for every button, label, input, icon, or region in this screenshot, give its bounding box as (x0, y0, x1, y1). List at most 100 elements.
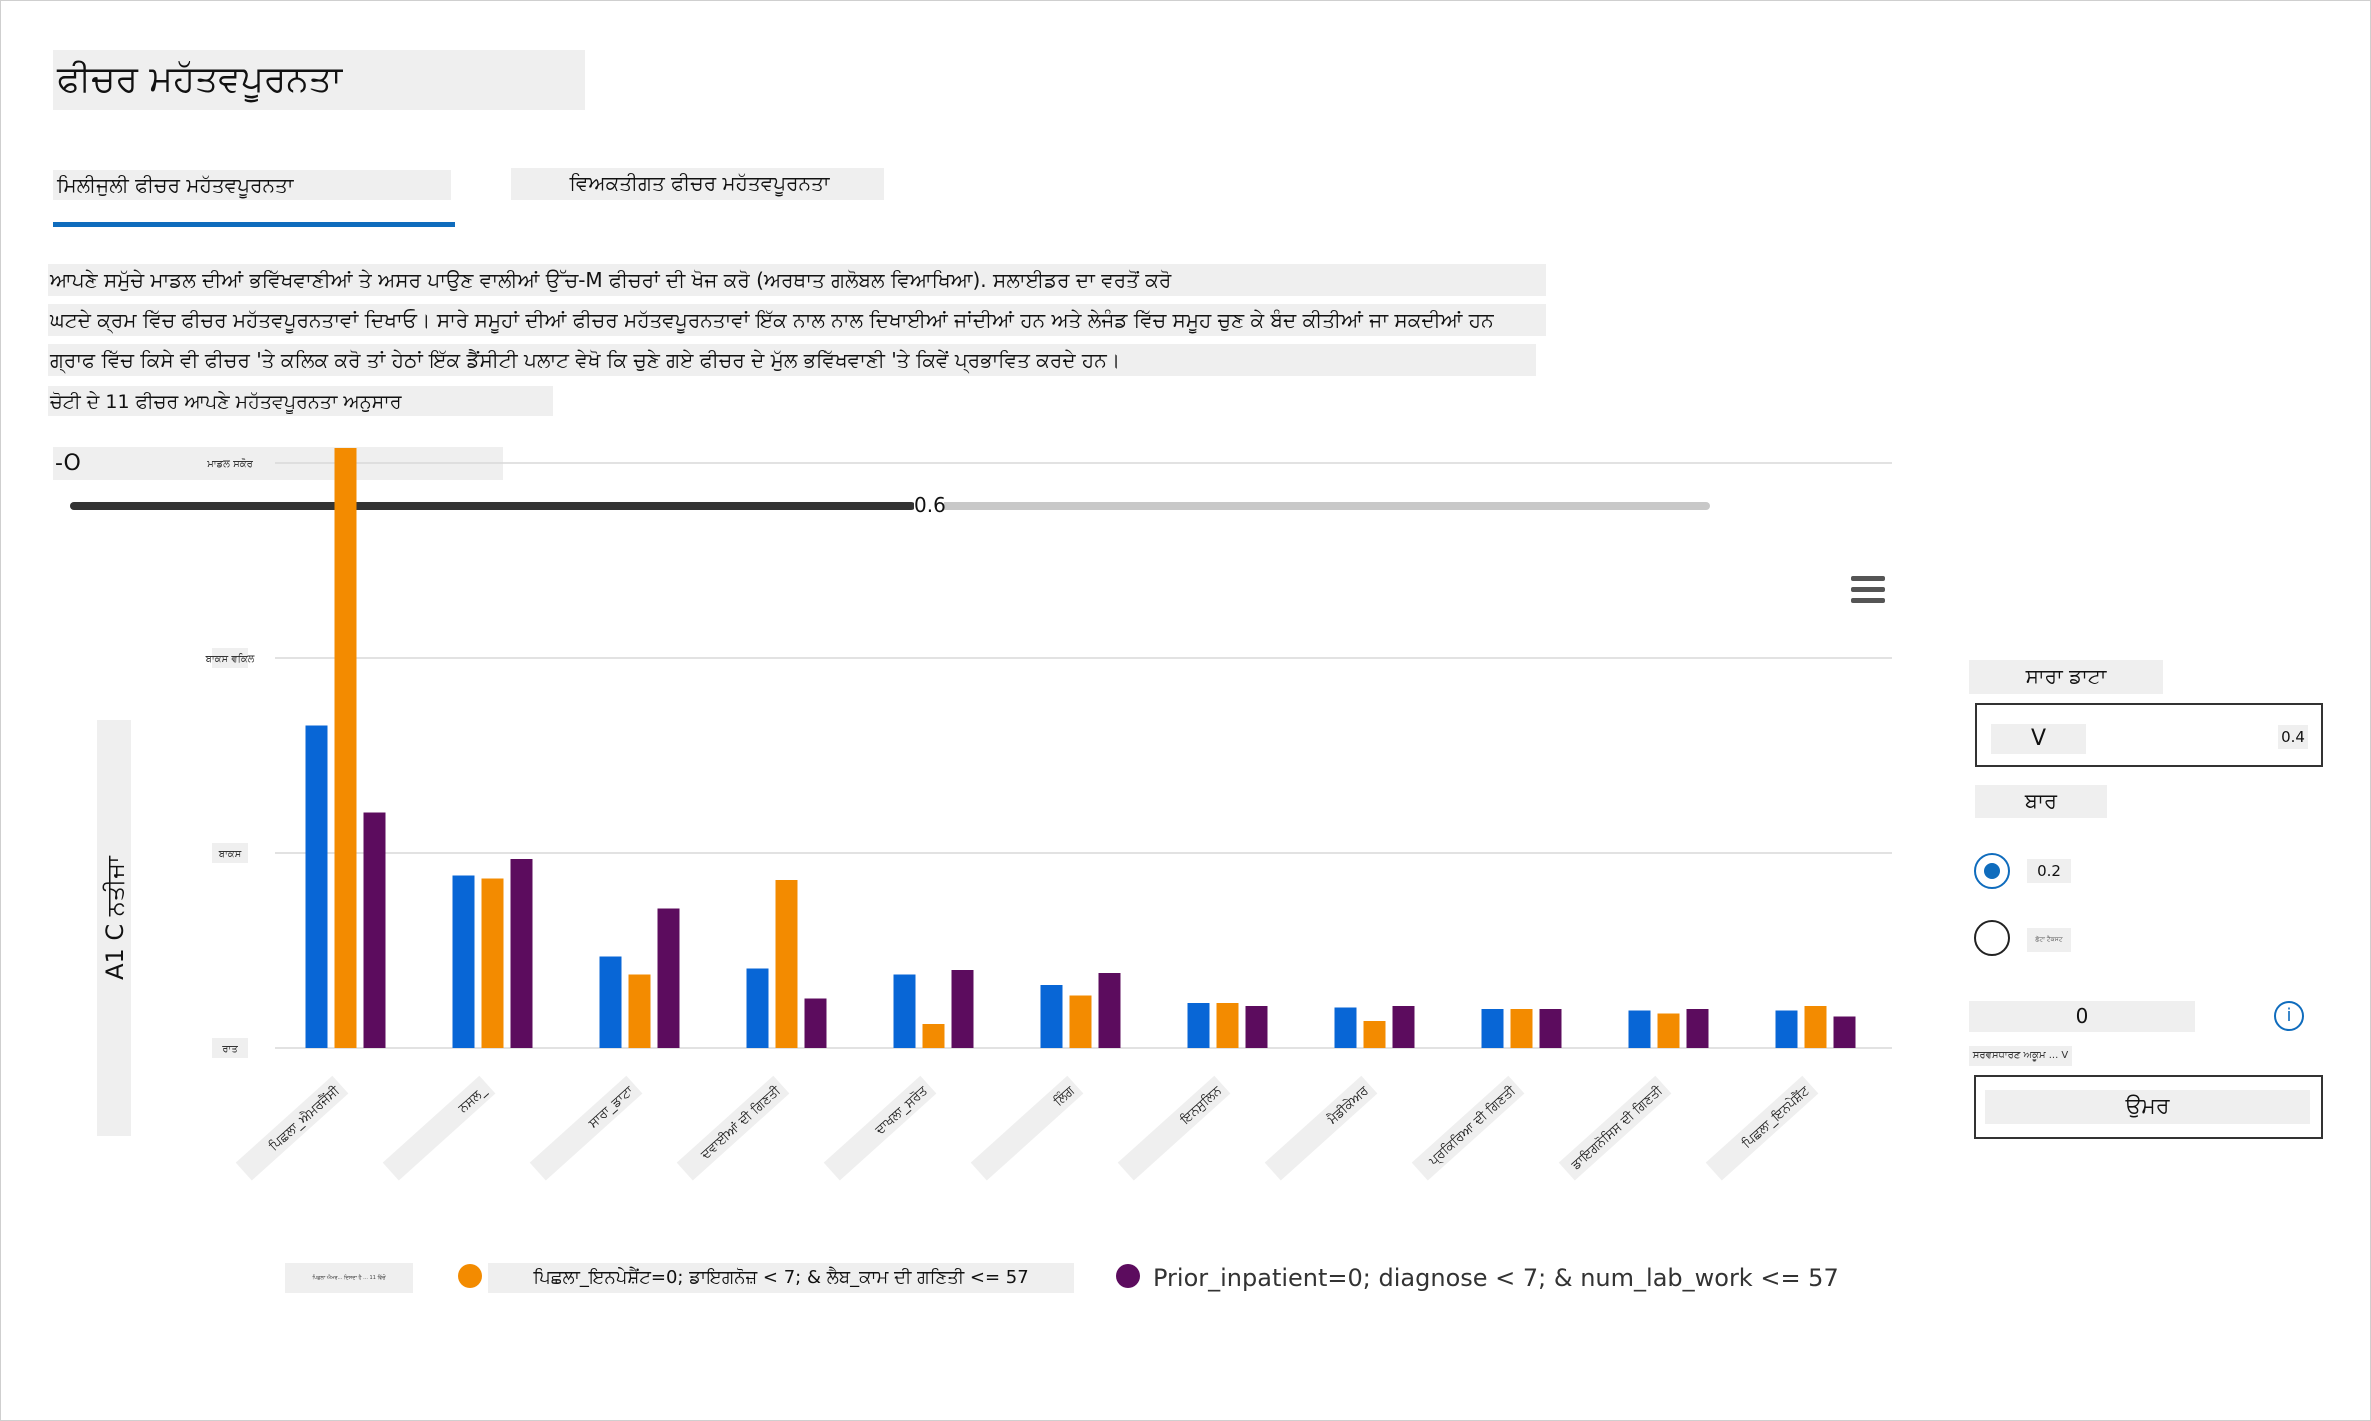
y-tick-bg (212, 453, 248, 473)
legend-orange-marker (458, 1264, 482, 1288)
x-tick-label[interactable]: ਦਵਾਈਆਂ ਦੀ ਗਿਣਤੀ (698, 1083, 785, 1163)
legend-purple-marker (1116, 1264, 1140, 1288)
y-tick-bg (212, 843, 248, 863)
x-tick-group: ਪਿਛਲਾ_ਇਨਪੇਸ਼ੈਂਟ (1705, 1075, 1819, 1181)
bar (893, 974, 916, 1048)
radio-selected-dot (1984, 863, 2000, 879)
bar (951, 970, 974, 1048)
bar (334, 448, 357, 1048)
x-tick-bg (1558, 1075, 1672, 1181)
x-tick-label[interactable]: ਪਿਛਲਾ_ਇਨਪੇਸ਼ੈਂਟ (1738, 1082, 1813, 1152)
top-features-label: ਚੋਟੀ ਦੇ 11 ਫੀਚਰ ਆਪਣੇ ਮਹੱਤਵਪੂਰਨਤਾ ਅਨੁਸਾਰ (48, 386, 553, 416)
y-tick-bg (212, 648, 248, 668)
bar (1775, 1010, 1798, 1048)
x-tick-label[interactable]: ਡਾਇਗਨੋਸਿਸ ਦੀ ਗਿਣਤੀ (1567, 1082, 1666, 1173)
x-tick-bg (235, 1075, 349, 1181)
y-tick-label: ਬਾਕਸ (218, 849, 242, 860)
bar (657, 908, 680, 1048)
bar (510, 859, 533, 1048)
description-line-1: ਆਪਣੇ ਸਮੁੱਚੇ ਮਾਡਲ ਦੀਆਂ ਭਵਿੱਖਵਾਣੀਆਂ ਤੇ ਅਸਰ… (48, 264, 1546, 296)
x-tick-group: ਦਵਾਈਆਂ ਦੀ ਗਿਣਤੀ (676, 1075, 790, 1181)
bar (1245, 1006, 1268, 1048)
bar (1804, 1006, 1827, 1048)
x-tick-label[interactable]: ਦਾਖਲਾ_ਸਰੋਤ (871, 1082, 931, 1138)
bar (363, 812, 386, 1048)
legend-orange-label[interactable]: ਪਿਛਲਾ_ਇਨਪੇਸ਼ੈਂਟ=0; ਡਾਇਗਨੋਜ਼ < 7; & ਲੈਬ_ਕ… (488, 1263, 1074, 1293)
cohort-dropdown-text: V (1991, 724, 2086, 754)
page-title: ਫੀਚਰ ਮਹੱਤਵਪੂਰਨਤਾ (53, 50, 585, 110)
top-k-slider-fill[interactable] (70, 502, 915, 510)
x-tick-group: ਮੈਡੀਕੇਅਰ (1264, 1075, 1378, 1181)
x-tick-bg (1117, 1075, 1231, 1181)
bar (1628, 1010, 1651, 1048)
bar (1510, 1009, 1533, 1048)
feature-dropdown-text: ਉਮਰ (1985, 1090, 2310, 1124)
x-tick-group: ਲਿੰਗ (970, 1075, 1084, 1181)
bar (1539, 1009, 1562, 1048)
x-tick-group: ਸਾਰਾ_ਡਾਟਾ (529, 1075, 643, 1181)
x-tick-bg (1264, 1075, 1378, 1181)
bar (1040, 985, 1063, 1048)
bar (1363, 1021, 1386, 1048)
bar (481, 878, 504, 1048)
x-tick-bg (1411, 1075, 1525, 1181)
bar (1481, 1009, 1504, 1048)
bar (804, 998, 827, 1048)
bar (922, 1024, 945, 1048)
y-tick-bg (212, 1038, 248, 1058)
y-tick-label: ਬਾਕਸ ਵਕਿਲ (205, 653, 255, 665)
cohort-dropdown-value: 0.4 (2278, 725, 2308, 749)
x-tick-group: ਨਸਲ_ (382, 1075, 496, 1181)
bar (452, 875, 475, 1048)
bar (1686, 1009, 1709, 1048)
x-tick-bg (382, 1075, 496, 1181)
x-tick-group: ਇਨਸੁਲਿਨ (1117, 1075, 1231, 1181)
x-tick-bg (529, 1075, 643, 1181)
bar (1069, 995, 1092, 1048)
legend-purple-label[interactable]: Prior_inpatient=0; diagnose < 7; & num_l… (1153, 1264, 1839, 1292)
x-tick-bg (823, 1075, 937, 1181)
bar (1216, 1003, 1239, 1048)
all-data-button[interactable]: ਸਾਰਾ ਡਾਟਾ (1969, 660, 2163, 694)
radio-option-1[interactable] (1974, 853, 2010, 889)
radio-option-1-label: 0.2 (2027, 859, 2071, 883)
tab-aggregate-importance[interactable]: ਮਿਲੀਜੁਲੀ ਫੀਚਰ ਮਹੱਤਵਪੂਰਨਤਾ (53, 170, 451, 200)
x-tick-group: ਦਾਖਲਾ_ਸਰੋਤ (823, 1075, 937, 1181)
x-tick-bg (970, 1075, 1084, 1181)
radio-option-2[interactable] (1974, 920, 2010, 956)
tab-individual-importance[interactable]: ਵਿਅਕਤੀਗਤ ਫੀਚਰ ਮਹੱਤਵਪੂਰਨਤਾ (511, 168, 884, 200)
x-tick-bg (1705, 1075, 1819, 1181)
bar (1392, 1006, 1415, 1048)
slider-value: 0.6 (914, 490, 946, 522)
description-line-3: ਗ੍ਰਾਫ ਵਿੱਚ ਕਿਸੇ ਵੀ ਫੀਚਰ 'ਤੇ ਕਲਿਕ ਕਰੋ ਤਾਂ… (48, 344, 1536, 376)
info-icon[interactable]: i (2274, 1001, 2304, 1031)
y-tick-label: ਰਾਤ (221, 1044, 238, 1055)
bar (775, 880, 798, 1048)
value-box: 0 (1969, 1001, 2195, 1032)
chart-type-label: ਬਾਰ (1975, 785, 2107, 818)
x-tick-label[interactable]: ਪ੍ਰਕਿਰਿਆ ਦੀ ਗਿਣਤੀ (1426, 1083, 1521, 1171)
x-tick-label[interactable]: ਪਿਛਲਾ_ਐਮਰਜੈਂਸੀ (265, 1082, 343, 1155)
x-tick-group: ਪਿਛਲਾ_ਐਮਰਜੈਂਸੀ (235, 1075, 349, 1181)
bar (599, 956, 622, 1048)
bar (1098, 973, 1121, 1048)
description-line-2: ਘਟਦੇ ਕ੍ਰਮ ਵਿੱਚ ਫੀਚਰ ਮਹੱਤਵਪੂਰਨਤਾਵਾਂ ਦਿਖਾਓ… (48, 304, 1546, 336)
x-tick-group: ਡਾਇਗਨੋਸਿਸ ਦੀ ਗਿਣਤੀ (1558, 1075, 1672, 1181)
bar (628, 974, 651, 1048)
active-tab-indicator (53, 222, 455, 227)
y-tick-label: ਮਾਡਲ ਸਕੋਰ (206, 457, 253, 470)
x-tick-bg (676, 1075, 790, 1181)
hamburger-menu-icon[interactable] (1851, 576, 1885, 604)
bar (1657, 1013, 1680, 1048)
bar (1833, 1016, 1856, 1048)
radio-option-2-label: ਛੋਟਾ ਟੈਕਸਟ (2027, 928, 2071, 952)
legend-all-data-entry[interactable]: ਪਿਛਲਾ ਐਮਰ... ਦਿਸਦਾ ਹੈ ... 11 ਵਿੱਚੋਂ (285, 1263, 413, 1293)
bar (1334, 1007, 1357, 1048)
x-tick-group: ਪ੍ਰਕਿਰਿਆ ਦੀ ਗਿਣਤੀ (1411, 1075, 1525, 1181)
feature-select-label: ਸਰਵਸਧਾਰਣ ਅਕੂਮ ... V (1969, 1046, 2072, 1066)
bar (746, 968, 769, 1048)
bar (1187, 1003, 1210, 1048)
bar (305, 725, 328, 1048)
y-axis-label-box (97, 720, 131, 1136)
